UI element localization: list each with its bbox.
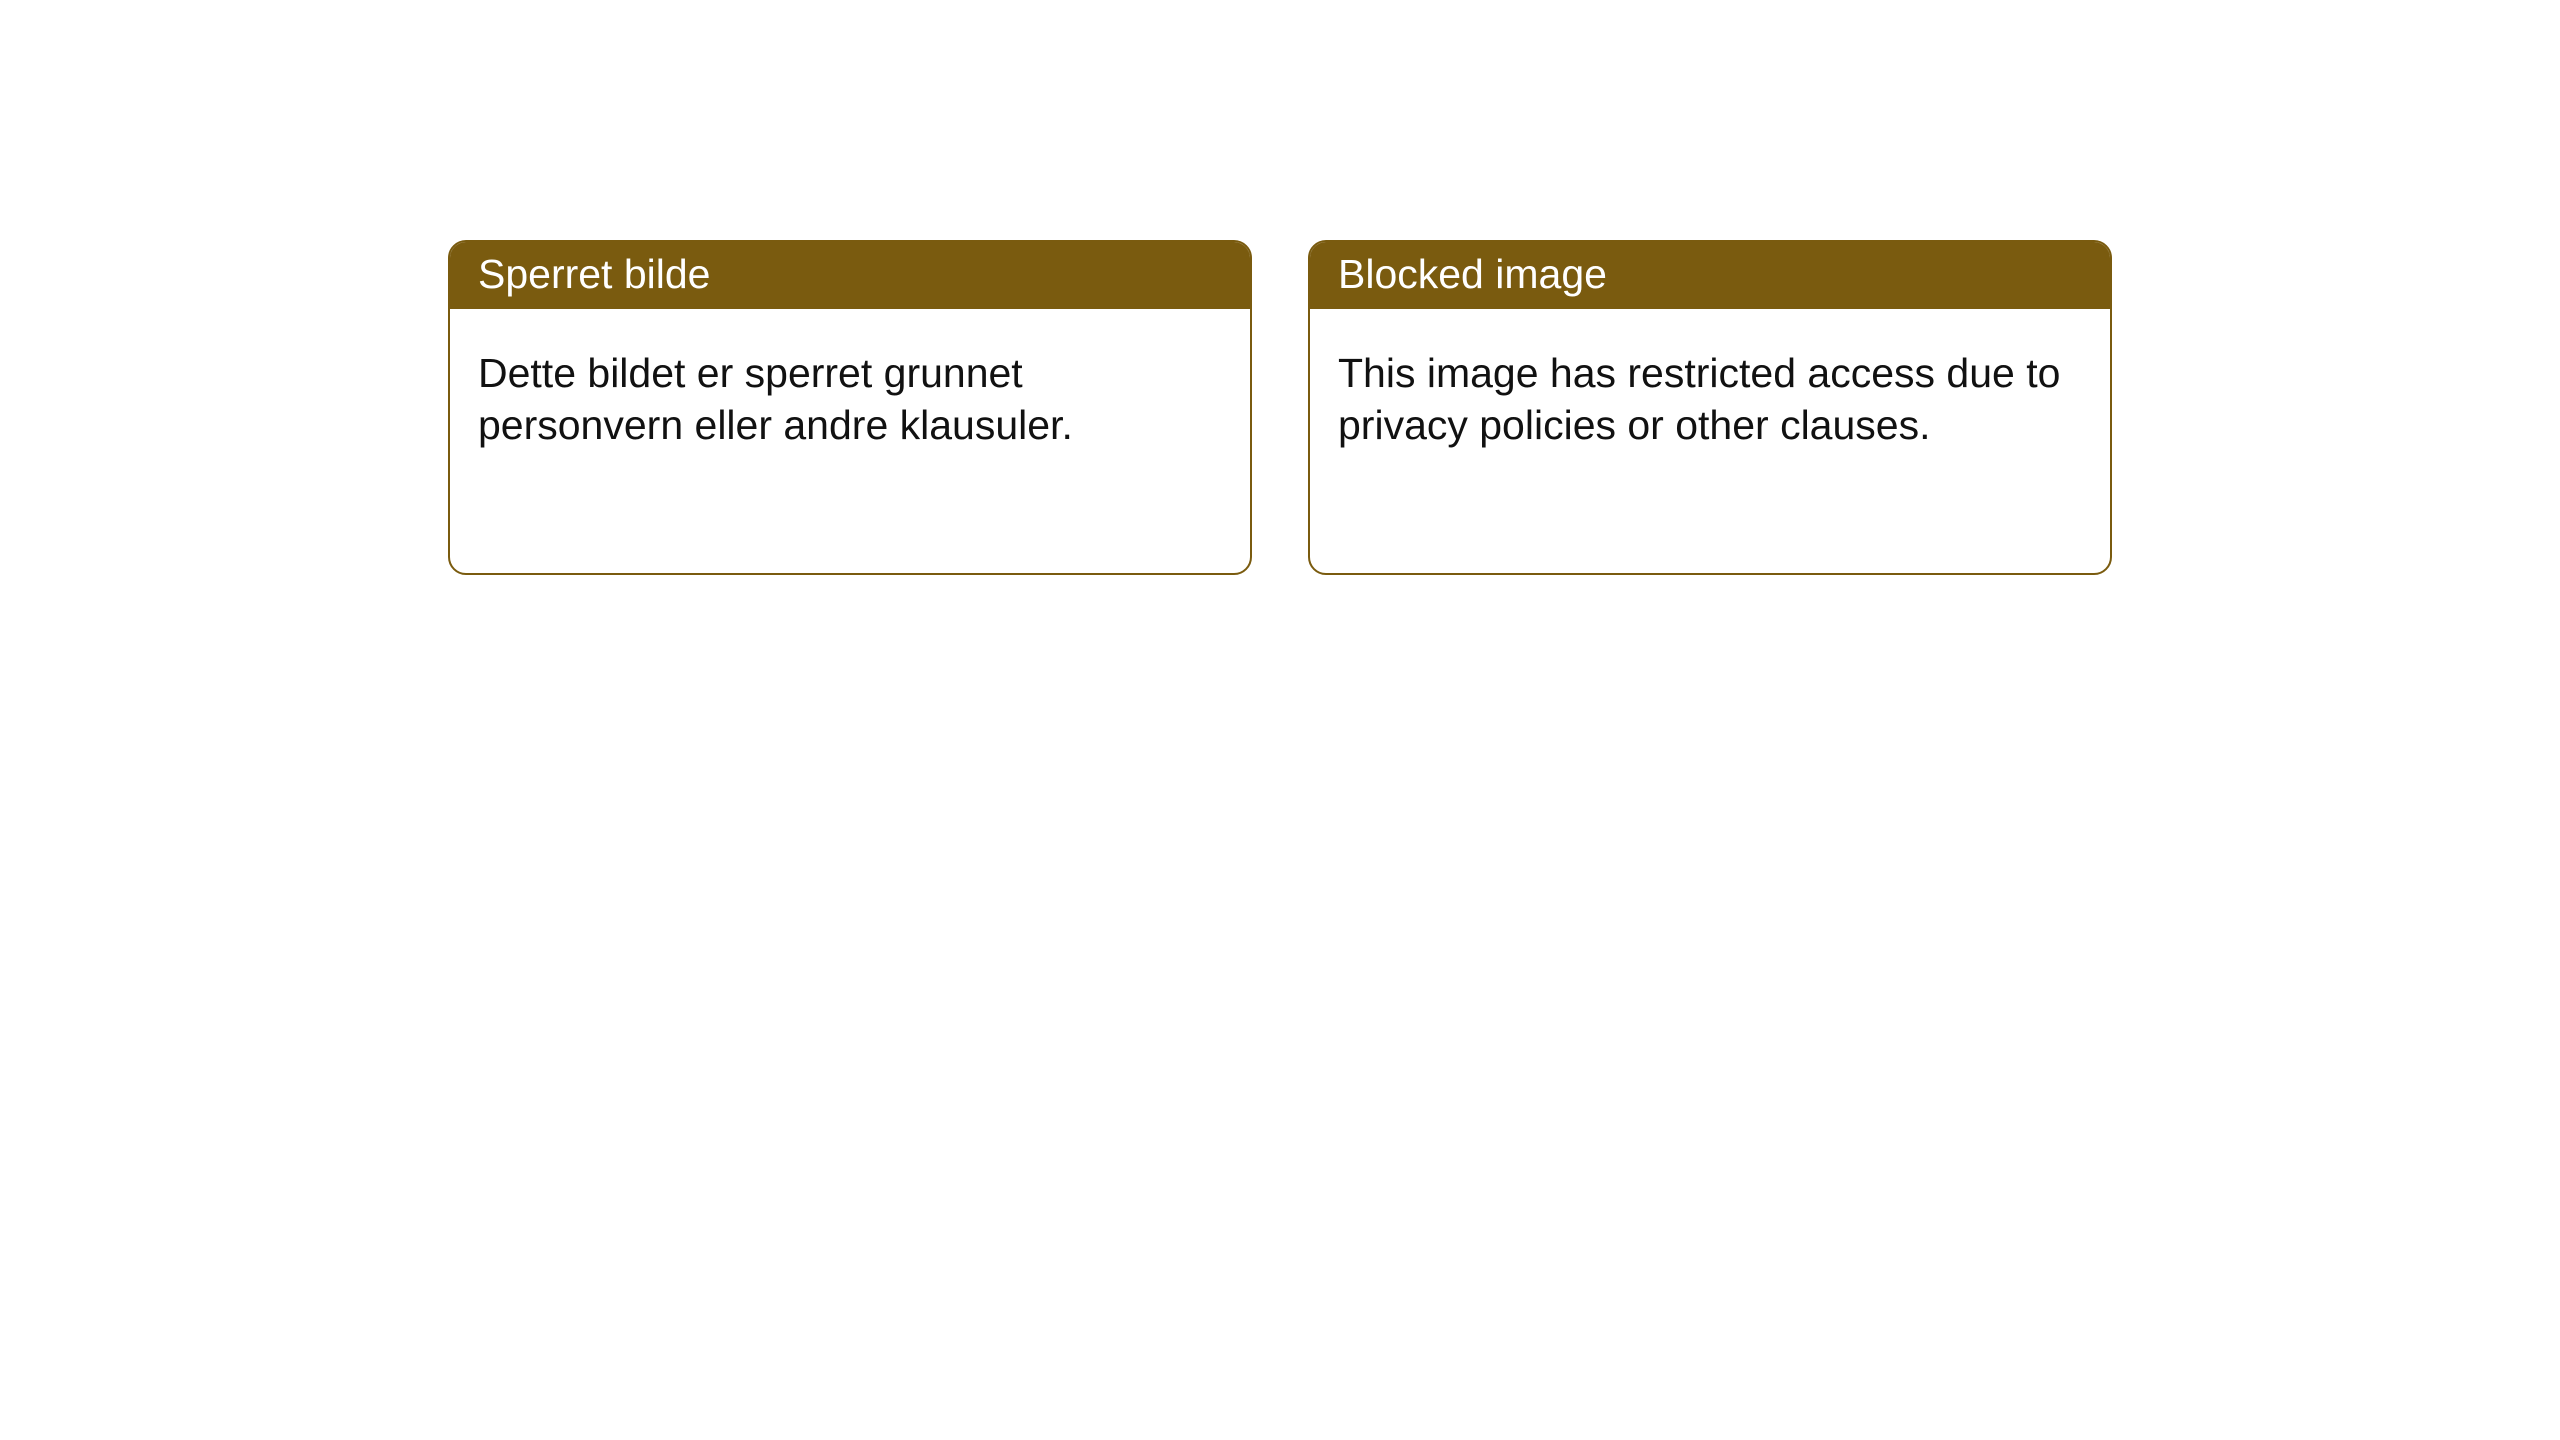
- card-body-text: Dette bildet er sperret grunnet personve…: [450, 309, 1250, 479]
- card-header-title: Blocked image: [1310, 242, 2110, 309]
- card-body-text: This image has restricted access due to …: [1310, 309, 2110, 479]
- notice-container: Sperret bilde Dette bildet er sperret gr…: [0, 0, 2560, 575]
- card-header-title: Sperret bilde: [450, 242, 1250, 309]
- notice-card-english: Blocked image This image has restricted …: [1308, 240, 2112, 575]
- notice-card-norwegian: Sperret bilde Dette bildet er sperret gr…: [448, 240, 1252, 575]
